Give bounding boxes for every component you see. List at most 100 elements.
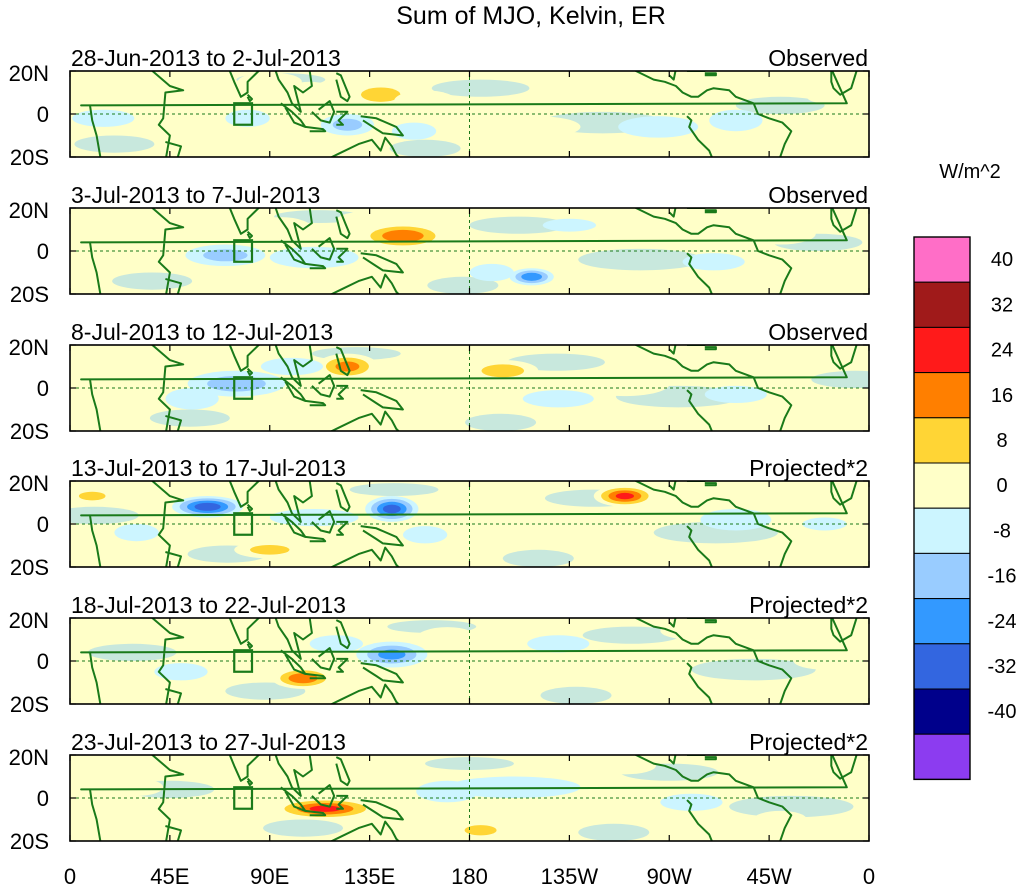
coastline <box>704 72 717 77</box>
anomaly-contour <box>870 807 934 832</box>
anomaly-contour <box>598 223 652 236</box>
anomaly-contour <box>0 75 1 92</box>
y-tick-label: 0 <box>37 102 49 127</box>
anomaly-contour <box>394 90 457 112</box>
coastline <box>830 208 858 233</box>
colorbar-label: -8 <box>993 520 1011 542</box>
anomaly-contour <box>203 249 248 262</box>
anomaly-contour <box>753 810 807 829</box>
coastline <box>704 619 717 624</box>
y-tick-label: 20N <box>9 61 49 86</box>
land-outlines <box>80 208 858 294</box>
anomaly-contour <box>464 825 497 836</box>
anomaly-contour <box>909 779 962 796</box>
coastline <box>830 481 858 506</box>
coastline <box>311 510 336 534</box>
x-tick-label: 45E <box>150 864 189 889</box>
colorbar-frame <box>913 236 971 781</box>
colorbar-unit: W/m^2 <box>939 161 1001 183</box>
coastline <box>830 755 858 780</box>
negative-anomaly <box>709 109 763 132</box>
positive-anomaly <box>169 94 215 112</box>
anomaly-contour <box>615 669 679 687</box>
coastline <box>335 482 351 513</box>
negative-anomaly <box>165 388 219 410</box>
x-tick-label: 135W <box>541 864 599 889</box>
coastline <box>305 399 327 407</box>
negative-anomaly <box>802 517 847 531</box>
land-outlines <box>80 618 858 704</box>
coastline <box>228 345 313 387</box>
colorbar-label: -40 <box>988 701 1017 723</box>
panel-period-label: 13-Jul-2013 to 17-Jul-2013 <box>71 455 346 481</box>
coastline <box>360 662 404 684</box>
anomaly-contour <box>72 109 135 127</box>
anomaly-contour <box>878 492 905 501</box>
coastline <box>165 551 182 567</box>
positive-anomaly <box>176 795 230 814</box>
colorbar-label: -32 <box>988 656 1017 678</box>
coastline <box>668 71 677 81</box>
anomaly-background-band <box>149 409 230 427</box>
positive-anomaly <box>793 652 856 670</box>
coastline <box>634 71 793 157</box>
anomaly-background-band <box>469 216 568 234</box>
coastline <box>668 618 677 628</box>
anomaly-contour <box>593 757 656 775</box>
panel-field <box>70 618 869 704</box>
positive-anomaly <box>579 371 670 397</box>
positive-anomaly <box>82 217 147 242</box>
coastline <box>305 125 327 133</box>
anomaly-contour <box>994 503 1020 511</box>
coastline <box>704 482 717 487</box>
y-tick-label: 0 <box>37 239 49 264</box>
anomaly-contour <box>260 485 324 507</box>
coastline <box>360 252 404 274</box>
anomaly-background-band <box>729 795 854 818</box>
colorbar-swatch <box>913 733 971 780</box>
anomaly-background-band <box>540 686 612 704</box>
anomaly-contour <box>360 87 401 102</box>
anomaly-contour <box>82 217 147 242</box>
anomaly-background-band <box>427 276 499 294</box>
panel-tag-label: Observed <box>768 182 868 208</box>
anomaly-background-band <box>582 626 681 644</box>
anomaly-background-band <box>431 79 530 97</box>
coastline <box>686 662 713 704</box>
anomaly-contour <box>415 627 480 652</box>
y-tick-label: 0 <box>37 786 49 811</box>
anomaly-contour <box>738 75 801 93</box>
negative-anomaly <box>618 116 699 138</box>
colorbar-label: 32 <box>991 294 1013 316</box>
negative-anomaly <box>542 218 597 232</box>
y-tick-label: 20N <box>9 198 49 223</box>
positive-anomaly <box>593 757 656 775</box>
coastline <box>335 756 351 787</box>
panel-period-label: 8-Jul-2013 to 12-Jul-2013 <box>71 319 333 345</box>
coastline <box>280 512 307 538</box>
anomaly-contour <box>682 253 745 271</box>
anomaly-contour <box>76 669 130 687</box>
anomaly-background-band <box>112 272 193 290</box>
positive-anomaly <box>93 354 158 379</box>
coastline <box>633 481 793 567</box>
y-tick-label: 20S <box>10 692 49 717</box>
colorbar-swatch <box>913 688 971 735</box>
anomaly-background-band <box>263 819 343 837</box>
anomaly-contour <box>704 385 767 404</box>
coastline <box>228 71 313 113</box>
coastline <box>80 755 848 841</box>
anomaly-contour <box>660 355 723 378</box>
anomaly-contour <box>141 233 177 247</box>
coastline <box>165 414 182 431</box>
colorbar-label: 40 <box>991 249 1013 271</box>
y-tick-label: 20S <box>10 145 49 170</box>
positive-anomaly <box>76 669 130 687</box>
panel-2: 20N 0 20S 3-Jul-2013 to 7-Jul-2013 Observed <box>9 182 870 307</box>
positive-anomaly <box>294 400 357 419</box>
negative-anomaly <box>260 357 324 376</box>
coastline <box>329 820 400 841</box>
land-outlines <box>80 345 858 431</box>
coastline <box>311 100 336 124</box>
